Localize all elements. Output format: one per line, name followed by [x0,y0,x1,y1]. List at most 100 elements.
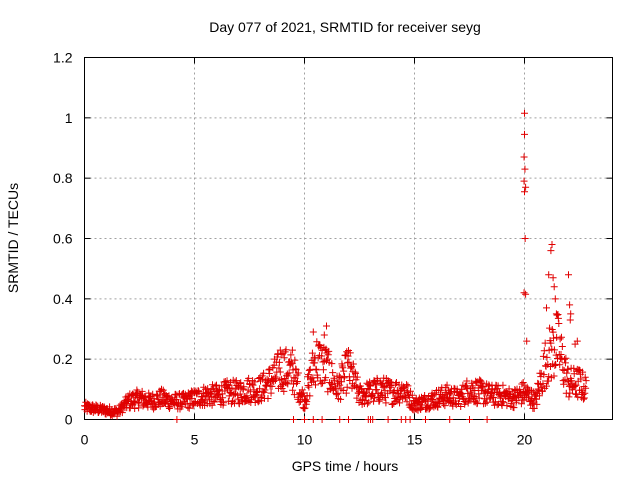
data-point [475,394,483,402]
data-point [280,354,288,362]
data-point [293,377,301,385]
data-point [550,283,558,291]
data-point [466,416,473,423]
data-point [130,397,138,405]
data-point [343,383,351,391]
data-point [164,393,172,401]
data-point [349,360,357,368]
data-point [566,316,574,324]
data-point [181,390,189,398]
data-point [517,400,525,408]
data-point [406,416,414,423]
data-point [276,368,284,376]
data-point [246,388,254,396]
y-tick-label: 0.6 [53,231,73,247]
data-point [353,394,361,402]
data-point [543,382,550,390]
data-point [188,395,196,403]
data-point [543,304,550,312]
data-point [184,403,192,411]
data-point [355,389,363,397]
data-point [300,389,308,397]
data-point [524,385,532,393]
data-point [365,385,373,393]
data-point [521,188,528,196]
data-point [503,402,511,410]
data-point [552,351,560,359]
data-point [211,382,219,390]
data-point [373,386,381,394]
data-point [550,346,558,354]
data-point [327,379,335,387]
data-point [299,404,307,412]
data-point [408,391,416,399]
data-point [308,349,316,357]
data-point [317,380,325,388]
x-axis-label: GPS time / hours [292,458,399,474]
data-point [402,387,410,395]
data-point [343,348,351,356]
data-point [305,383,313,391]
data-point [330,376,338,384]
data-point [287,358,295,366]
data-point [290,416,297,423]
data-point [556,335,564,343]
data-point [256,385,264,393]
data-point [575,366,583,374]
data-point [582,384,590,392]
data-point [337,378,345,386]
data-point [226,388,234,396]
data-point [499,381,507,389]
data-point [322,374,330,382]
data-point [568,377,576,385]
data-point [264,394,272,402]
data-point [582,377,590,385]
data-point [521,235,529,242]
data-point [521,130,528,138]
data-point [240,383,248,391]
data-point [445,398,453,406]
data-point [521,165,529,173]
data-point [289,386,297,394]
data-point [321,346,329,354]
data-point [310,377,318,385]
data-point [494,382,502,390]
data-point [195,388,203,396]
data-point [481,399,489,407]
data-point [392,380,400,388]
data-point [553,311,561,319]
data-point [285,369,293,377]
data-point [523,337,531,345]
data-point [580,383,588,391]
data-point [323,349,331,357]
data-point [443,381,451,389]
data-point [335,372,343,380]
data-point [276,376,284,384]
x-tick-label: 10 [297,432,313,448]
data-point [470,393,478,401]
data-point [312,366,320,374]
data-point [557,333,565,341]
data-point [266,365,274,373]
data-point [249,381,257,389]
data-point [446,416,454,423]
data-point [284,372,292,380]
data-point [268,382,276,390]
x-tick-label: 5 [191,432,199,448]
data-point [312,381,319,389]
data-point [577,375,585,383]
data-point [555,319,563,327]
data-point [267,389,275,397]
data-point [579,368,587,376]
data-point [548,241,556,249]
data-point [365,398,373,406]
data-point [245,374,253,382]
data-point [295,398,303,406]
chart-title: Day 077 of 2021, SRMTID for receiver sey… [209,19,481,35]
data-point [328,360,336,368]
data-point [581,373,589,381]
data-point [539,352,547,360]
x-tick-label: 15 [407,432,423,448]
data-point [556,361,564,369]
data-point [158,385,165,393]
